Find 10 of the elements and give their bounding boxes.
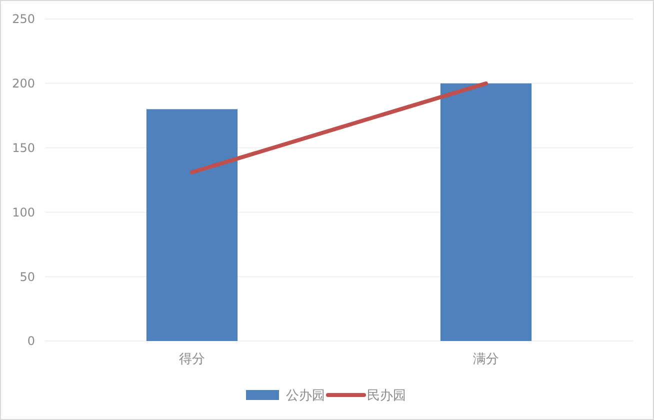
legend-label: 民办园 (367, 388, 406, 404)
y-tick-label: 200 (12, 76, 35, 91)
y-tick-label: 50 (20, 270, 35, 284)
y-tick-label: 150 (12, 141, 35, 155)
x-tick-label: 满分 (473, 352, 499, 367)
legend-label: 公办园 (286, 388, 325, 404)
y-tick-label: 250 (12, 12, 35, 26)
x-tick-label: 得分 (179, 352, 205, 367)
y-tick-label: 0 (27, 334, 35, 348)
y-tick-label: 100 (12, 205, 35, 220)
